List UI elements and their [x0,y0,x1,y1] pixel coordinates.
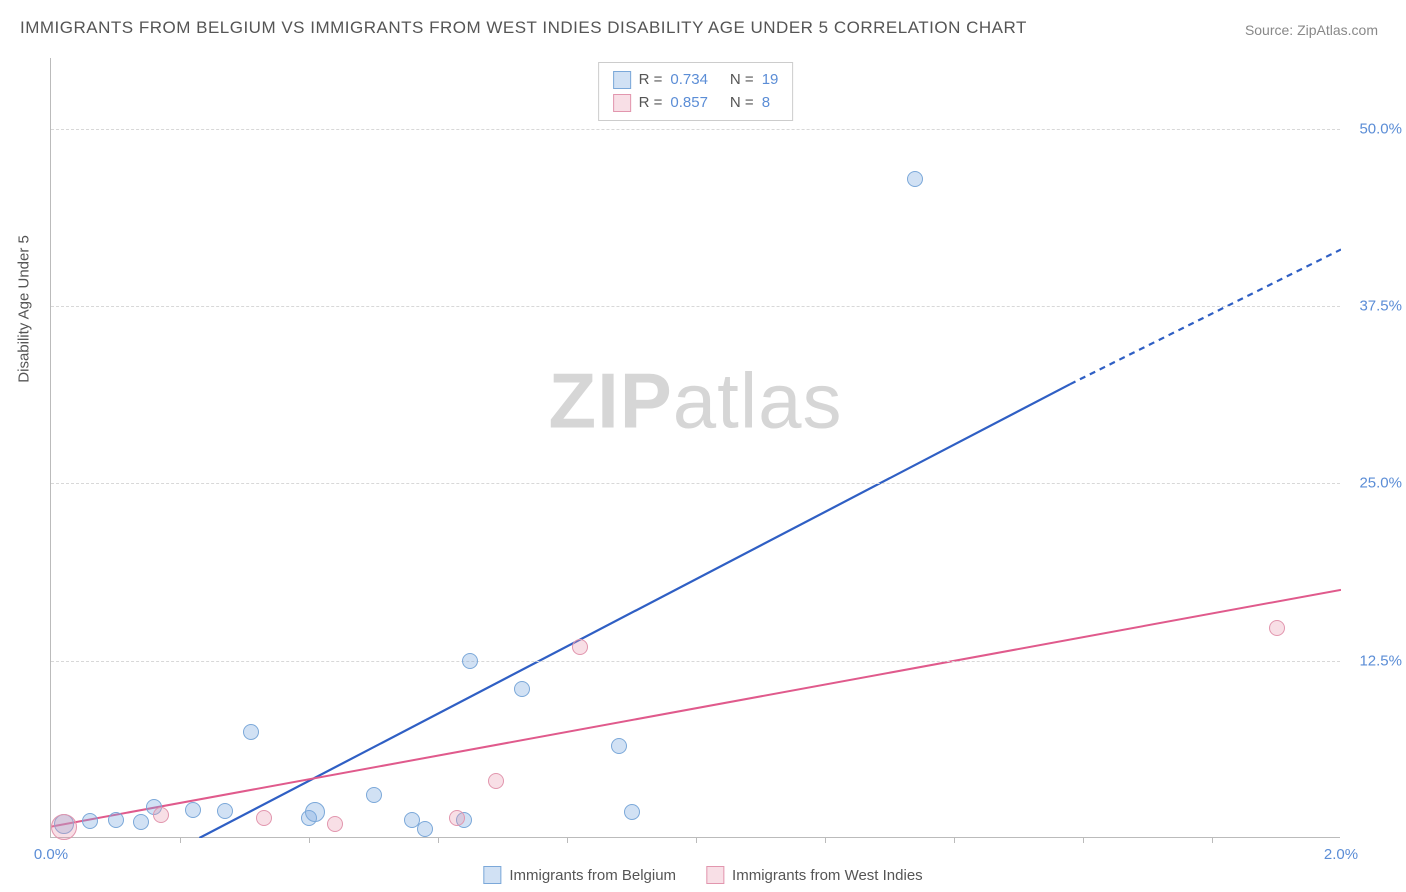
legend-series: Immigrants from Belgium Immigrants from W… [483,866,922,884]
legend-n-value: 8 [762,92,770,115]
watermark-bold: ZIP [548,356,672,444]
y-axis-label: Disability Age Under 5 [16,235,33,383]
x-tick [1212,837,1213,843]
scatter-point [256,810,272,826]
scatter-point [462,653,478,669]
x-tick [567,837,568,843]
source-attribution: Source: ZipAtlas.com [1245,22,1378,38]
x-tick [438,837,439,843]
x-tick [696,837,697,843]
x-tick [309,837,310,843]
scatter-point [51,814,77,840]
y-tick-label: 50.0% [1359,120,1402,137]
y-tick-label: 25.0% [1359,475,1402,492]
watermark-rest: atlas [673,356,843,444]
scatter-point [305,802,325,822]
scatter-point [572,639,588,655]
legend-series-label: Immigrants from Belgium [509,867,676,884]
legend-n-label: N = [730,69,754,92]
legend-swatch [613,94,631,112]
scatter-point [1269,620,1285,636]
x-tick-label: 2.0% [1324,846,1358,863]
legend-r-value: 0.857 [670,92,708,115]
legend-bottom-item: Immigrants from Belgium [483,866,676,884]
plot-region: ZIPatlas R = 0.734 N = 19R = 0.857 N = 8 1… [50,58,1340,838]
scatter-point [611,738,627,754]
scatter-point [449,810,465,826]
x-tick [180,837,181,843]
y-tick-label: 12.5% [1359,652,1402,669]
gridline-horizontal [51,129,1340,130]
gridline-horizontal [51,483,1340,484]
legend-swatch [706,866,724,884]
trendlines-svg [51,58,1341,838]
x-tick [1083,837,1084,843]
watermark: ZIPatlas [548,355,842,446]
scatter-point [907,171,923,187]
gridline-horizontal [51,306,1340,307]
scatter-point [417,821,433,837]
y-tick-label: 37.5% [1359,298,1402,315]
scatter-point [82,813,98,829]
legend-swatch [613,71,631,89]
chart-title: IMMIGRANTS FROM BELGIUM VS IMMIGRANTS FR… [20,18,1027,38]
scatter-point [153,807,169,823]
legend-correlation: R = 0.734 N = 19 R = 0.857 N = 8 [598,62,794,121]
x-tick-label: 0.0% [34,846,68,863]
scatter-point [514,681,530,697]
scatter-point [624,804,640,820]
legend-r-value: 0.734 [670,69,708,92]
legend-r-label: R = [639,92,663,115]
chart-area: Disability Age Under 5 ZIPatlas R = 0.73… [50,58,1340,838]
x-tick [825,837,826,843]
legend-n-label: N = [730,92,754,115]
scatter-point [366,787,382,803]
legend-top-row: R = 0.857 N = 8 [613,92,779,115]
scatter-point [217,803,233,819]
legend-top-row: R = 0.734 N = 19 [613,69,779,92]
scatter-point [243,724,259,740]
scatter-point [133,814,149,830]
scatter-point [488,773,504,789]
x-tick [954,837,955,843]
scatter-point [108,812,124,828]
legend-r-label: R = [639,69,663,92]
scatter-point [327,816,343,832]
legend-bottom-item: Immigrants from West Indies [706,866,923,884]
scatter-point [185,802,201,818]
legend-n-value: 19 [762,69,779,92]
gridline-horizontal [51,661,1340,662]
legend-series-label: Immigrants from West Indies [732,867,923,884]
legend-swatch [483,866,501,884]
